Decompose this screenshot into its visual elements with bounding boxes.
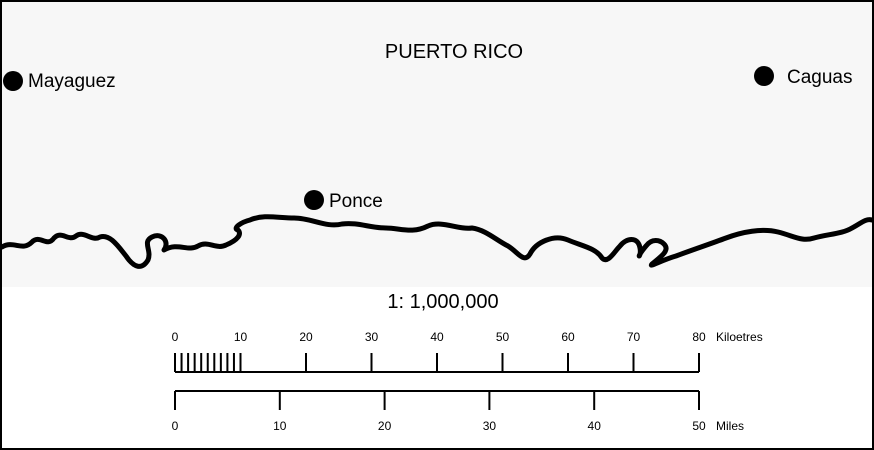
city-dot-icon [754, 66, 774, 86]
city-ponce: Ponce [304, 190, 383, 212]
mi-tick-label: 0 [172, 419, 179, 433]
city-mayaguez: Mayaguez [3, 71, 116, 92]
city-label-mayaguez: Mayaguez [28, 71, 116, 92]
km-tick-label: 80 [692, 330, 706, 344]
city-label-ponce: Ponce [329, 191, 383, 212]
km-tick-label: 50 [496, 330, 510, 344]
km-tick-label: 40 [430, 330, 444, 344]
km-tick-label: 0 [172, 330, 179, 344]
km-tick-label: 70 [627, 330, 641, 344]
km-tick-label: 10 [234, 330, 248, 344]
mi-tick-label: 40 [588, 419, 602, 433]
city-label-caguas: Caguas [787, 67, 853, 88]
km-tick-label: 60 [561, 330, 575, 344]
km-tick-label: 30 [365, 330, 379, 344]
km-unit-label: Kiloetres [716, 330, 763, 344]
scale-bar-kilometres: 0 10 20 30 40 50 60 70 80 Kiloetres [172, 330, 763, 373]
city-dot-icon [304, 190, 324, 210]
map-title: PUERTO RICO [385, 41, 523, 63]
city-caguas: Caguas [754, 66, 853, 88]
mi-tick-label: 50 [692, 419, 706, 433]
km-tick-label: 20 [299, 330, 313, 344]
scale-ratio: 1: 1,000,000 [387, 291, 498, 313]
coastline [2, 214, 872, 269]
mi-tick-label: 30 [483, 419, 497, 433]
scale-bar-miles: 0 10 20 30 40 50 Miles [172, 390, 744, 433]
mi-tick-label: 20 [378, 419, 392, 433]
mi-unit-label: Miles [716, 419, 744, 433]
mi-tick-label: 10 [273, 419, 287, 433]
city-dot-icon [3, 71, 23, 91]
